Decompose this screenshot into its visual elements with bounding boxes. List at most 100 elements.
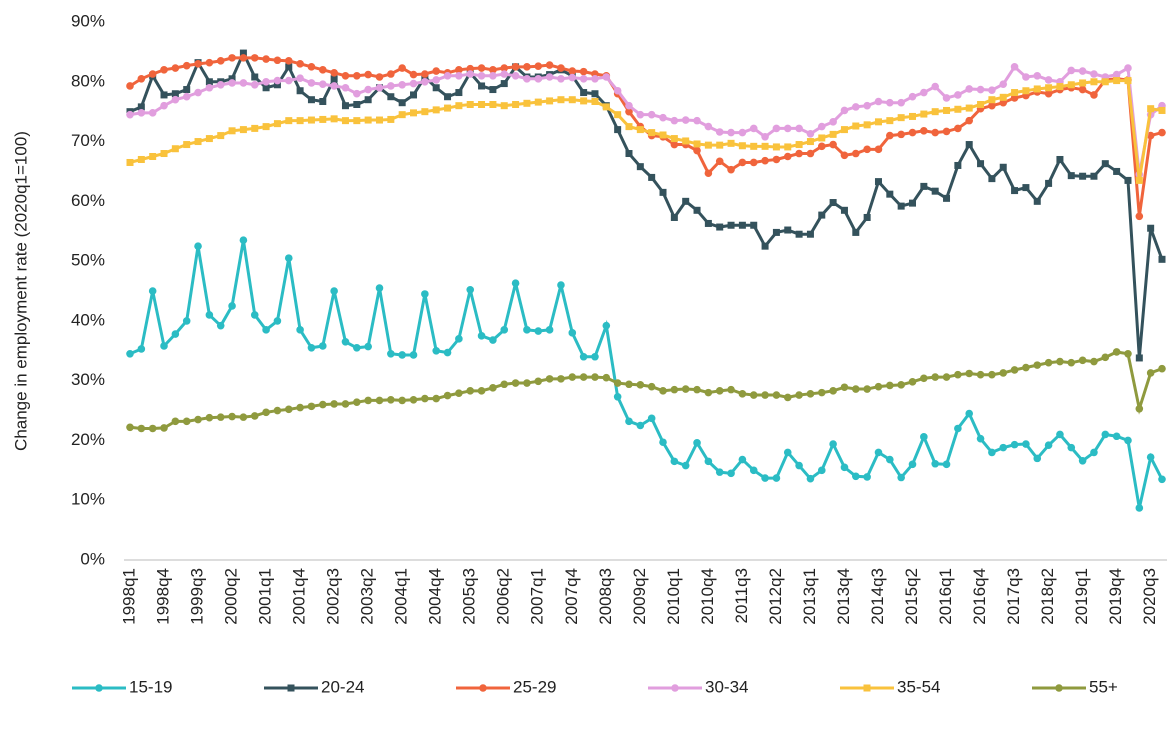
x-tick-label: 2009q2 <box>630 568 649 625</box>
marker <box>262 84 270 92</box>
x-tick-label: 2011q3 <box>732 568 751 623</box>
marker <box>715 128 724 136</box>
marker <box>489 336 497 344</box>
marker <box>602 73 611 81</box>
marker <box>693 439 701 447</box>
marker <box>149 153 157 160</box>
marker <box>693 140 701 148</box>
marker <box>1090 448 1098 457</box>
marker <box>273 406 282 415</box>
marker <box>920 110 928 118</box>
marker <box>205 311 214 319</box>
x-tick-label: 2013q4 <box>834 568 853 625</box>
marker <box>943 194 951 202</box>
marker <box>670 213 678 221</box>
marker <box>1067 81 1075 89</box>
marker <box>160 342 168 350</box>
marker <box>171 417 180 426</box>
marker <box>1101 430 1110 439</box>
legend-marker <box>287 684 295 692</box>
marker <box>727 165 735 174</box>
marker <box>1044 441 1053 450</box>
marker <box>1078 67 1087 75</box>
marker <box>1044 358 1053 367</box>
marker <box>965 85 974 93</box>
marker <box>296 117 304 125</box>
marker <box>829 130 837 138</box>
marker <box>546 97 554 105</box>
marker <box>296 403 304 412</box>
marker <box>455 89 463 97</box>
marker <box>874 448 883 457</box>
marker <box>1158 475 1166 484</box>
x-tick-label: 2012q2 <box>766 568 785 625</box>
marker <box>557 375 565 383</box>
marker <box>364 85 372 94</box>
marker <box>591 352 599 361</box>
x-tick-label: 2007q1 <box>528 568 547 625</box>
series <box>126 236 1166 512</box>
marker <box>432 106 440 114</box>
marker <box>829 199 837 207</box>
marker <box>205 413 214 422</box>
y-tick-label: 90% <box>71 11 105 30</box>
marker <box>749 391 758 399</box>
marker <box>1011 89 1019 97</box>
legend-marker <box>95 684 103 692</box>
marker <box>330 115 338 123</box>
marker <box>1067 66 1076 75</box>
marker <box>965 104 973 112</box>
marker <box>375 396 384 405</box>
marker <box>852 149 860 158</box>
marker <box>591 98 599 106</box>
series <box>126 63 1166 179</box>
marker <box>806 129 815 138</box>
marker <box>874 382 883 391</box>
marker <box>999 369 1008 377</box>
marker <box>704 169 713 178</box>
marker <box>1067 443 1076 452</box>
marker <box>500 102 508 110</box>
marker <box>715 468 724 476</box>
marker <box>421 394 429 403</box>
marker <box>954 105 962 113</box>
marker <box>806 474 815 483</box>
marker <box>1045 84 1053 92</box>
series-line <box>129 239 1164 509</box>
marker <box>625 123 633 131</box>
marker <box>817 122 826 131</box>
marker <box>704 122 713 131</box>
marker <box>999 443 1008 452</box>
marker <box>772 143 780 151</box>
marker <box>216 321 225 330</box>
marker <box>693 206 701 214</box>
marker <box>398 396 406 405</box>
marker <box>784 226 792 234</box>
marker <box>466 387 475 395</box>
marker <box>1033 197 1041 205</box>
marker <box>795 141 803 149</box>
marker <box>977 100 985 108</box>
marker <box>1090 172 1098 180</box>
marker <box>284 76 293 85</box>
marker <box>976 370 985 379</box>
marker <box>988 86 996 94</box>
marker <box>908 128 917 137</box>
marker <box>216 413 225 421</box>
marker <box>148 424 157 433</box>
marker <box>840 151 849 160</box>
marker <box>954 124 962 133</box>
marker <box>897 202 905 210</box>
marker <box>409 70 418 79</box>
marker <box>523 74 531 83</box>
marker <box>636 163 644 171</box>
marker <box>727 469 735 478</box>
marker <box>965 369 974 378</box>
marker <box>999 80 1008 88</box>
marker <box>443 348 452 357</box>
series-line <box>129 79 1163 181</box>
marker <box>636 126 644 134</box>
x-tick-label: 1998q1 <box>119 568 138 625</box>
marker <box>455 389 463 398</box>
marker <box>1147 105 1155 113</box>
